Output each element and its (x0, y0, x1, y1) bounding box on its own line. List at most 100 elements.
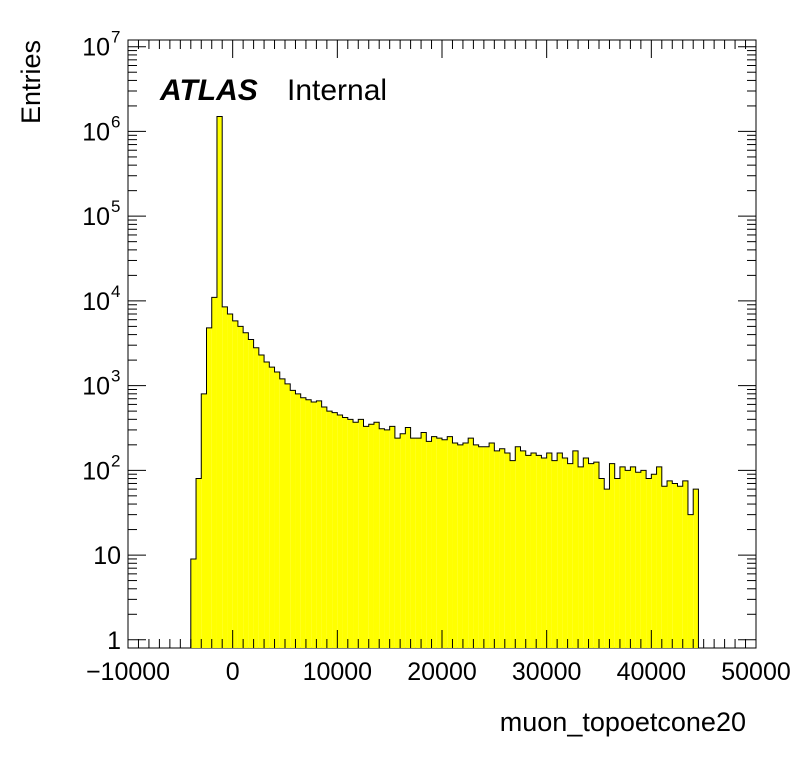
histogram-bars (190, 116, 699, 648)
histogram-bin (305, 399, 312, 648)
histogram-bin (682, 480, 688, 648)
histogram-bin (567, 463, 573, 648)
histogram-bin (264, 361, 270, 648)
histogram-bin (337, 414, 343, 648)
histogram-bin (504, 453, 511, 648)
histogram-bin (614, 478, 620, 648)
x-tick-label: 0 (226, 658, 240, 686)
histogram-bin (384, 429, 390, 648)
x-tick-label: −10000 (86, 658, 170, 686)
histogram-bin (415, 438, 422, 648)
histogram-bin (347, 419, 354, 648)
histogram-bin (457, 444, 463, 648)
histogram-bin (232, 320, 238, 648)
y-tick-label: 10 (82, 34, 110, 62)
histogram-bin (562, 457, 568, 648)
histogram-bin (667, 480, 673, 648)
histogram-bin (593, 462, 599, 648)
histogram-bin (279, 378, 285, 648)
histogram-bin (541, 457, 547, 648)
histogram-bin (661, 486, 668, 648)
histogram-bin (321, 406, 327, 648)
histogram-bin (290, 390, 296, 648)
histogram-bin (551, 460, 558, 648)
y-tick-label: 10 (82, 457, 110, 485)
histogram-bin (572, 450, 579, 648)
histogram-bin (546, 453, 552, 648)
histogram-bin (368, 424, 374, 648)
histogram-bin (462, 443, 469, 648)
histogram-bin (687, 514, 694, 648)
histogram-bin (295, 393, 301, 648)
histogram-bin (379, 428, 385, 648)
histogram-bin (609, 463, 615, 648)
histogram-bin (190, 558, 197, 648)
histogram-bin (583, 457, 589, 648)
histogram-bin (489, 443, 495, 648)
histogram-bin (557, 453, 563, 648)
histogram-bin (285, 383, 291, 648)
x-tick-label: 10000 (303, 658, 373, 686)
histogram-bin (258, 354, 265, 648)
histogram-bin (525, 455, 531, 648)
y-tick-label: 10 (82, 288, 110, 316)
histogram-bin (363, 426, 369, 648)
histogram-bin (394, 438, 401, 648)
histogram-bin (211, 297, 217, 648)
histogram-bin (599, 478, 605, 648)
y-tick-exponent: 3 (111, 367, 120, 386)
histogram-bin (619, 466, 626, 648)
histogram-bin (530, 453, 537, 648)
histogram-bin (253, 347, 259, 648)
histogram-bin (405, 427, 411, 648)
axis-ticks (127, 40, 757, 648)
histogram-bin (269, 367, 275, 648)
histogram-bin (520, 450, 526, 648)
histogram-bin (216, 116, 223, 648)
histogram-bin (625, 470, 631, 648)
histogram-bin (640, 470, 647, 648)
histogram-bin (206, 327, 212, 648)
histogram-bin (410, 438, 416, 648)
histogram-bin (342, 417, 348, 648)
histogram-bin (326, 411, 333, 648)
histogram-bin (222, 306, 228, 648)
y-axis-title: Entries (16, 40, 46, 124)
histogram-bin (426, 441, 432, 648)
histogram-bin (311, 402, 317, 648)
histogram-outline (190, 116, 699, 648)
y-tick-label: 10 (82, 118, 110, 146)
histogram-bin (483, 446, 490, 648)
histogram-bin (578, 466, 584, 648)
histogram-bin (431, 436, 437, 648)
histogram-bin (656, 466, 662, 648)
y-tick-label: 10 (82, 373, 110, 401)
histogram-bin (478, 446, 484, 648)
y-tick-exponent: 6 (111, 112, 120, 131)
histogram-bin (201, 393, 207, 648)
histogram-bin (677, 486, 683, 648)
histogram-bin (196, 478, 202, 648)
atlas-label: ATLAS (159, 74, 258, 107)
internal-label: Internal (287, 74, 387, 107)
histogram-bin (316, 400, 322, 648)
histogram-bin (494, 450, 500, 648)
histogram-bin (651, 474, 657, 648)
y-tick-exponent: 5 (111, 197, 120, 216)
x-tick-label: 30000 (512, 658, 582, 686)
histogram-bin (243, 332, 249, 648)
histogram-bin (447, 436, 453, 648)
histogram-bin (536, 455, 542, 648)
histogram-bin (373, 422, 380, 648)
histogram-bin (227, 314, 233, 648)
histogram-bin (421, 432, 427, 648)
y-tick-exponent: 4 (111, 282, 120, 301)
histogram-bin (693, 489, 699, 648)
histogram-bin (515, 446, 521, 648)
x-axis-title: muon_topoetcone20 (500, 707, 746, 737)
histogram-bin (646, 478, 652, 648)
histogram-bin (672, 483, 678, 648)
x-tick-label: 40000 (617, 658, 687, 686)
y-tick-label: 1 (107, 627, 121, 655)
